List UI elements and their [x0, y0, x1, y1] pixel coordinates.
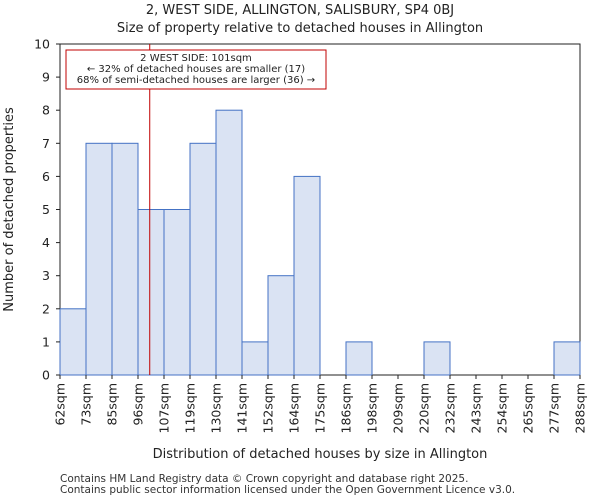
x-tick-label-175sqm: 175sqm	[313, 383, 328, 433]
x-tick-label-288sqm: 288sqm	[573, 383, 588, 433]
bar-141sqm	[241, 341, 269, 376]
annotation-line-3: 68% of semi-detached houses are larger (…	[77, 75, 315, 86]
bar-164sqm	[293, 175, 321, 376]
annotation-line-1: 2 WEST SIDE: 101sqm	[140, 53, 252, 64]
bar-62sqm	[59, 308, 87, 376]
x-tick-label-62sqm: 62sqm	[53, 383, 68, 426]
y-tick-label-5: 5	[42, 202, 50, 217]
y-axis: 0 1 2 3 4 5 6 7 8 9 10	[34, 37, 60, 383]
x-tick-label-198sqm: 198sqm	[365, 383, 380, 433]
x-tick-label-130sqm: 130sqm	[209, 383, 224, 433]
annotation-box: 2 WEST SIDE: 101sqm ← 32% of detached ho…	[65, 49, 327, 90]
x-tick-label-243sqm: 243sqm	[469, 383, 484, 433]
x-tick-label-119sqm: 119sqm	[183, 383, 198, 433]
y-axis-label: Number of detached properties	[2, 107, 17, 312]
bar-107sqm	[163, 209, 191, 376]
bar-73sqm	[85, 142, 113, 376]
footer-copyright: Contains HM Land Registry data © Crown c…	[60, 473, 469, 485]
bar-277sqm	[553, 341, 581, 376]
x-tick-label-277sqm: 277sqm	[547, 383, 562, 433]
y-tick-label-10: 10	[34, 37, 50, 52]
bar-152sqm	[267, 275, 295, 376]
x-tick-label-164sqm: 164sqm	[287, 383, 302, 433]
bar-96sqm	[137, 209, 165, 376]
bar-220sqm	[423, 341, 451, 376]
x-axis: 62sqm 73sqm 85sqm 96sqm 107sqm 119sqm 130sqm 14…	[53, 375, 588, 433]
y-tick-label-7: 7	[42, 136, 50, 151]
y-tick-label-4: 4	[42, 235, 50, 250]
footer-licence: Contains public sector information licen…	[60, 484, 516, 496]
y-tick-label-0: 0	[42, 368, 50, 383]
x-tick-label-85sqm: 85sqm	[105, 383, 120, 426]
chart-subtitle: Size of property relative to detached ho…	[116, 21, 484, 36]
x-tick-label-96sqm: 96sqm	[131, 383, 146, 426]
bar-85sqm	[111, 142, 139, 376]
x-tick-label-141sqm: 141sqm	[235, 383, 250, 433]
bar-186sqm	[345, 341, 373, 376]
annotation-line-2: ← 32% of detached houses are smaller (17…	[87, 64, 305, 75]
y-tick-label-2: 2	[42, 301, 50, 316]
x-tick-label-265sqm: 265sqm	[521, 383, 536, 433]
y-tick-label-8: 8	[42, 103, 50, 118]
y-tick-label-6: 6	[42, 169, 50, 184]
x-tick-label-254sqm: 254sqm	[495, 383, 510, 433]
bar-119sqm	[189, 142, 217, 376]
chart-title: 2, WEST SIDE, ALLINGTON, SALISBURY, SP4 …	[145, 3, 455, 18]
histogram-chart: 0 1 2 3 4 5 6 7 8 9 10 62sqm 73sqm 85sqm 96sqm 107sqm 1…	[2, 37, 588, 463]
x-tick-label-107sqm: 107sqm	[157, 383, 172, 433]
annotation-border	[65, 49, 327, 90]
x-tick-label-186sqm: 186sqm	[339, 383, 354, 433]
x-tick-label-209sqm: 209sqm	[391, 383, 406, 433]
y-tick-label-3: 3	[42, 268, 50, 283]
x-tick-label-73sqm: 73sqm	[79, 383, 94, 426]
bar-130sqm	[215, 109, 243, 376]
x-tick-label-152sqm: 152sqm	[261, 383, 276, 433]
y-tick-label-1: 1	[42, 334, 50, 349]
y-tick-label-9: 9	[42, 70, 50, 85]
x-tick-label-220sqm: 220sqm	[417, 383, 432, 433]
bars-group	[59, 109, 581, 376]
x-tick-label-232sqm: 232sqm	[443, 383, 458, 433]
x-axis-label: Distribution of detached houses by size …	[153, 447, 488, 462]
